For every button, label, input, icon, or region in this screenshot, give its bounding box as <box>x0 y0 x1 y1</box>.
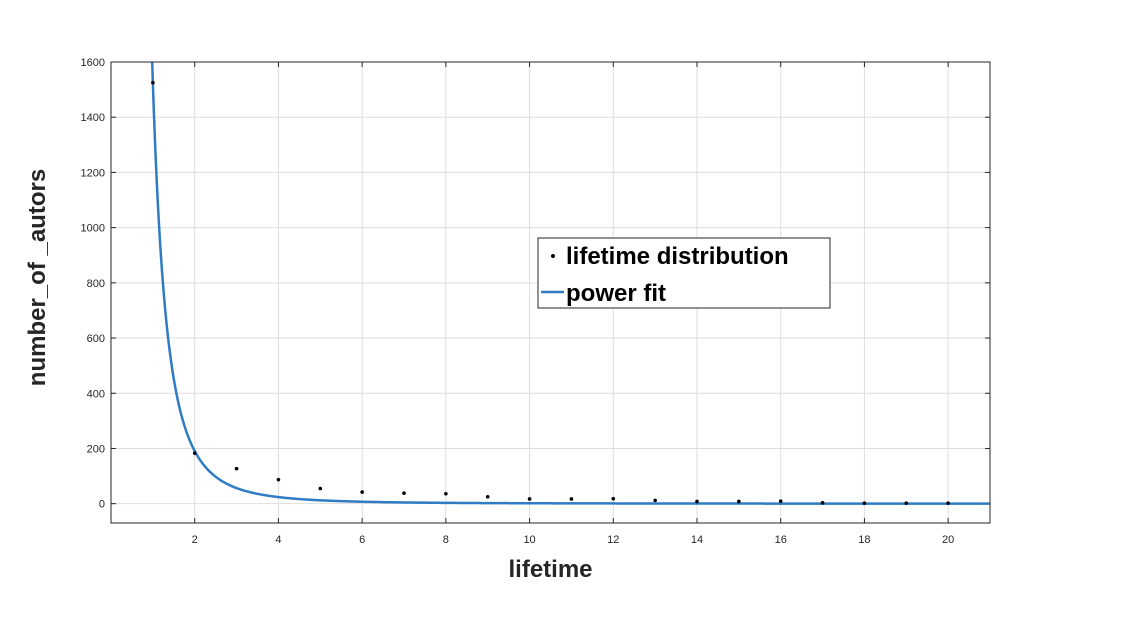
x-tick-label: 14 <box>691 534 703 546</box>
x-axis-title: lifetime <box>508 556 592 583</box>
x-tick-label: 12 <box>607 534 619 546</box>
data-point <box>653 498 657 503</box>
data-point <box>820 501 825 505</box>
legend-label-points: lifetime distribution <box>566 243 789 270</box>
x-tick-label: 18 <box>858 534 870 546</box>
y-tick-label: 800 <box>87 278 105 290</box>
x-tick-label: 16 <box>775 534 787 546</box>
data-point <box>234 466 239 471</box>
y-tick-label: 1400 <box>81 112 105 124</box>
data-point <box>444 491 448 496</box>
data-point <box>276 477 281 482</box>
y-tick-label: 600 <box>87 333 105 345</box>
x-tick-label: 6 <box>359 534 365 546</box>
x-tick-label: 2 <box>192 534 198 546</box>
data-point <box>862 501 867 505</box>
data-point <box>402 491 406 495</box>
power-fit-line <box>150 62 990 505</box>
y-tick-label: 400 <box>87 388 105 400</box>
x-tick-label: 4 <box>275 534 281 546</box>
x-tick-labels: 2 4 6 8 10 12 14 16 18 20 <box>192 534 955 546</box>
plot-frame <box>110 61 991 524</box>
data-point <box>611 496 616 501</box>
y-tick-label: 0 <box>99 499 105 511</box>
data-point <box>946 501 950 505</box>
y-tick-label: 1000 <box>81 223 105 235</box>
legend-box <box>537 237 831 309</box>
data-point <box>151 80 155 85</box>
data-point <box>485 494 490 499</box>
y-tick-labels: 0 200 400 600 800 1000 1200 1400 1600 <box>81 57 105 511</box>
x-tick-label: 20 <box>942 534 954 546</box>
x-tick-label: 8 <box>443 534 449 546</box>
data-point <box>192 451 197 455</box>
legend: lifetime distribution power fit <box>537 237 831 309</box>
y-tick-label: 1200 <box>81 167 105 179</box>
data-point <box>318 486 323 491</box>
data-point <box>778 499 783 503</box>
data-point <box>695 499 699 504</box>
y-tick-label: 200 <box>87 443 105 455</box>
legend-label-line: power fit <box>566 280 666 307</box>
y-axis-title: number_of _autors <box>24 169 51 386</box>
data-point <box>527 497 532 501</box>
data-point <box>904 501 909 505</box>
data-points <box>151 80 950 505</box>
x-tick-label: 10 <box>523 534 535 546</box>
y-tick-label: 1600 <box>81 57 105 69</box>
legend-marker-points <box>551 254 555 258</box>
fit-curve-layer <box>150 62 990 505</box>
data-point <box>569 497 574 501</box>
data-point <box>360 490 364 494</box>
data-point <box>737 499 741 504</box>
